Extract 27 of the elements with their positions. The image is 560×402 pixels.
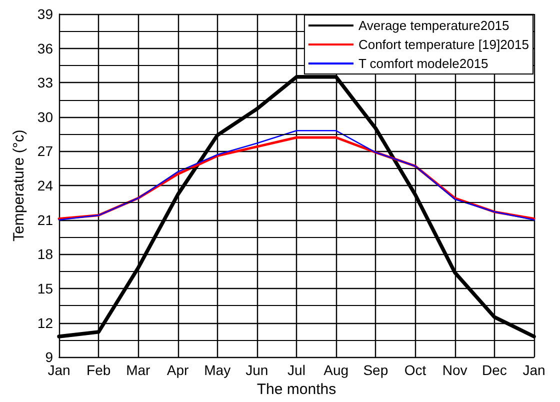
- x-tick-label: Feb: [86, 362, 111, 378]
- y-tick-label: 15: [37, 280, 54, 296]
- x-tick-label: May: [204, 362, 231, 378]
- x-axis-title: The months: [256, 381, 336, 398]
- legend-label: Average temperature2015: [358, 18, 510, 33]
- y-tick-label: 24: [37, 178, 54, 194]
- x-tick-label: Jun: [246, 362, 268, 378]
- legend-label: T comfort modele2015: [358, 56, 488, 71]
- x-tick-label: Aug: [324, 362, 349, 378]
- y-tick-label: 12: [37, 314, 54, 331]
- y-tick-label: 33: [37, 74, 54, 91]
- x-tick-label: Dec: [482, 362, 507, 378]
- x-tick-label: Jul: [288, 362, 306, 378]
- x-tick-label: Sep: [363, 362, 388, 378]
- y-tick-label: 36: [37, 40, 54, 56]
- x-tick-label: Jan: [522, 362, 546, 378]
- y-axis-title: Temperature (°c): [10, 130, 28, 242]
- y-tick-label: 30: [37, 108, 54, 125]
- x-tick-label: Mar: [126, 362, 151, 378]
- legend-label: Confort temperature [19]2015: [358, 37, 530, 52]
- x-tick-label: Oct: [404, 362, 426, 378]
- y-tick-label: 27: [37, 143, 54, 160]
- x-tick-label: Apr: [166, 362, 189, 378]
- y-tick-label: 39: [37, 6, 54, 22]
- y-tick-label: 18: [37, 246, 54, 262]
- x-tick-label: Nov: [442, 362, 468, 378]
- y-tick-label: 21: [37, 212, 54, 228]
